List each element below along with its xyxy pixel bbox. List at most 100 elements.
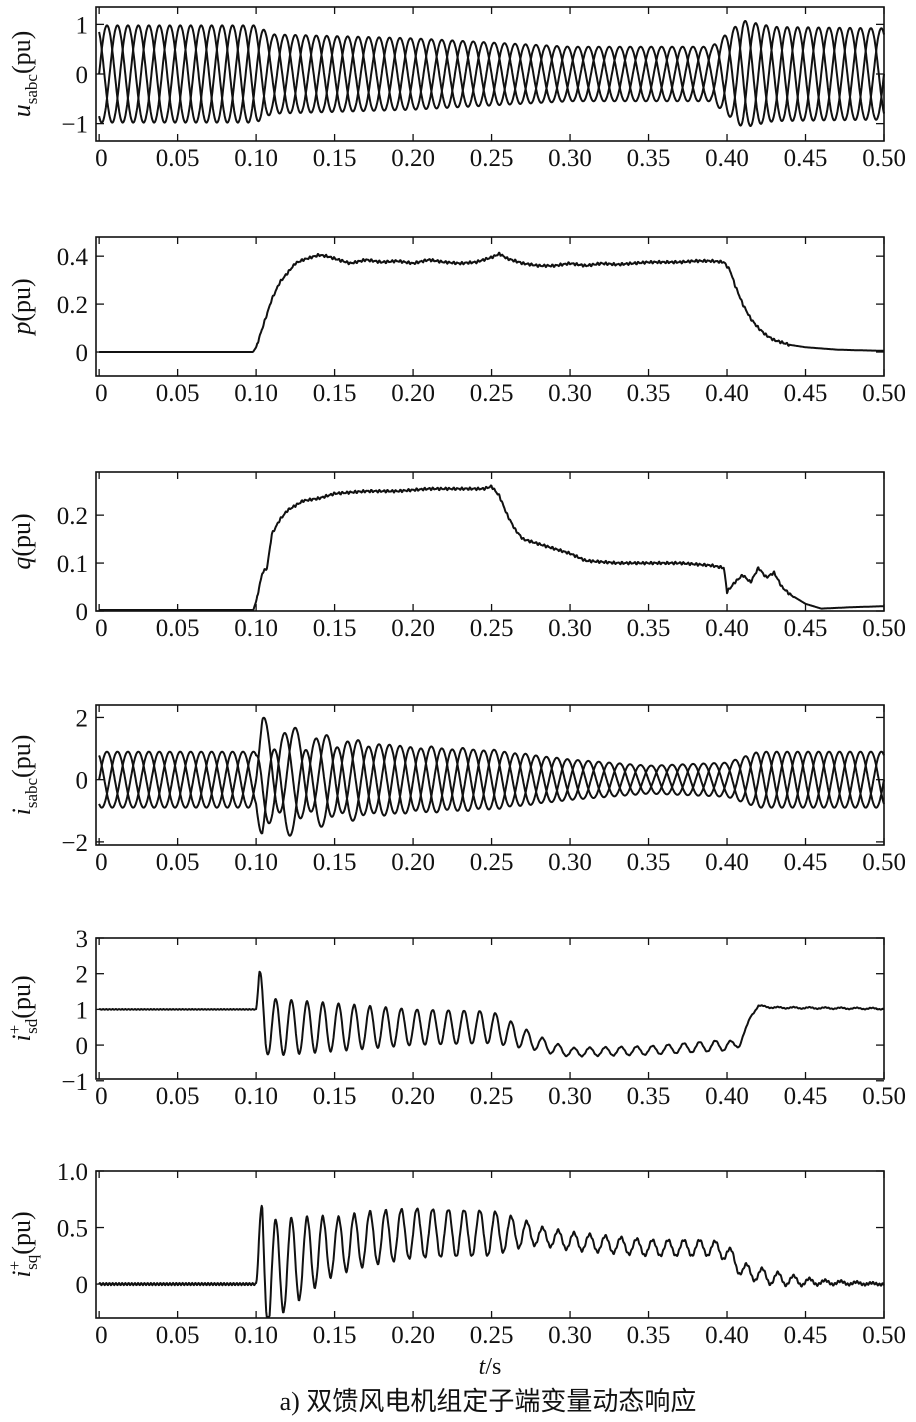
y-axis-label-unit: (pu) xyxy=(7,735,36,778)
y-axis-label: usabc(pu) xyxy=(7,31,41,118)
series-line-1-1 xyxy=(98,251,885,353)
series-line-1-1 xyxy=(98,716,885,815)
plot-frame xyxy=(95,1170,885,1319)
chart-panel-5: 3 2 1 0 −1 0 0.05 0.10 0.15 0.20 0.25 0.30 0.35 0.40 0… xyxy=(5,926,906,1110)
y-axis-label-unit: (pu) xyxy=(7,278,36,321)
y-tick-label: 2 xyxy=(76,705,89,732)
y-axis-label-superscript: + xyxy=(5,1025,24,1035)
x-tick-label: 0.05 xyxy=(156,380,200,407)
y-tick-label: 0 xyxy=(76,768,89,795)
y-tick-label: 1 xyxy=(76,997,89,1024)
x-tick-label: 0.40 xyxy=(705,1322,749,1349)
series-line-1-1 xyxy=(98,1204,885,1318)
x-tick-label: 0.20 xyxy=(391,1322,435,1349)
y-tick-label: 1.0 xyxy=(57,1159,88,1186)
x-tick-label: 0.30 xyxy=(548,1083,592,1110)
x-tick-label: 0.35 xyxy=(627,1322,671,1349)
y-tick-label: 0 xyxy=(76,1033,89,1060)
x-tick-label: 0.05 xyxy=(156,849,200,876)
chart-panel-2: 0.40.200 0.05 0.10 0.15 0.20 0.25 0.30 0.35 0.40… xyxy=(7,236,906,407)
x-tick-label: 0.05 xyxy=(156,145,200,172)
y-axis-label: i+sq(pu) xyxy=(5,1211,41,1277)
y-tick-label: 0.2 xyxy=(57,503,88,530)
x-tick-label: 0.40 xyxy=(705,145,749,172)
x-tick-label: 0.30 xyxy=(548,145,592,172)
y-tick-label: 0 xyxy=(76,599,89,626)
x-tick-label: 0.05 xyxy=(156,1083,200,1110)
series-line-1-2 xyxy=(98,20,885,125)
x-tick-label: 0.35 xyxy=(627,145,671,172)
x-tick-label: 0.40 xyxy=(705,380,749,407)
x-tick-label: 0.45 xyxy=(784,380,828,407)
y-axis-label: p(pu) xyxy=(7,278,36,336)
x-tick-label: 0.35 xyxy=(627,1083,671,1110)
y-tick-label: 0.4 xyxy=(57,244,89,271)
x-tick-label: 0 xyxy=(95,145,108,172)
x-tick-label: 0.10 xyxy=(234,1083,278,1110)
x-tick-label: 0.25 xyxy=(470,849,514,876)
figure-caption: a) 双馈风电机组定子端变量动态响应 xyxy=(280,1387,697,1416)
x-tick-label: 0 xyxy=(95,1083,108,1110)
x-tick-label: 0 xyxy=(95,380,108,407)
x-tick-label: 0.40 xyxy=(705,1083,749,1110)
x-tick-label: 0.50 xyxy=(862,380,906,407)
x-tick-label: 0.30 xyxy=(548,849,592,876)
x-tick-label: 0.05 xyxy=(156,1322,200,1349)
y-axis-label-symbol: q xyxy=(7,557,36,570)
x-tick-label: 0.20 xyxy=(391,615,435,642)
x-tick-label: 0.15 xyxy=(313,849,357,876)
x-tick-label: 0.15 xyxy=(313,380,357,407)
y-axis-label-symbol: i xyxy=(7,1034,36,1041)
x-tick-label: 0.10 xyxy=(234,849,278,876)
x-tick-label: 0.15 xyxy=(313,145,357,172)
y-tick-label: 1 xyxy=(76,12,89,39)
y-tick-label: −2 xyxy=(61,830,88,857)
series-line-1-3 xyxy=(98,732,885,825)
x-tick-label: 0.10 xyxy=(234,380,278,407)
y-axis-label-subscript: sabc xyxy=(22,777,41,808)
x-tick-label: 0.20 xyxy=(391,1083,435,1110)
x-tick-label: 0.45 xyxy=(784,1083,828,1110)
y-axis-label-symbol: i xyxy=(7,808,36,815)
series-line-1-1 xyxy=(98,484,885,611)
x-tick-label: 0.25 xyxy=(470,1083,514,1110)
x-tick-label: 0.45 xyxy=(784,849,828,876)
y-tick-label: 0.5 xyxy=(57,1216,88,1243)
x-tick-label: 0.35 xyxy=(627,849,671,876)
series-line-1-2 xyxy=(98,744,885,837)
x-tick-label: 0.40 xyxy=(705,849,749,876)
x-tick-label: 0.25 xyxy=(470,380,514,407)
x-tick-label: 0.25 xyxy=(470,1322,514,1349)
x-tick-label: 0 xyxy=(95,615,108,642)
x-tick-label: 0.50 xyxy=(862,145,906,172)
chart-panel-6: 1.00.500 0.05 0.10 0.15 0.20 0.25 0.30 0.35 0.40… xyxy=(5,1159,906,1380)
y-axis-label-subscript: sabc xyxy=(22,74,41,105)
y-axis-label-unit: (pu) xyxy=(7,1211,36,1254)
y-tick-label: −1 xyxy=(61,112,88,139)
x-tick-label: 0.05 xyxy=(156,615,200,642)
x-tick-label: 0.50 xyxy=(862,1322,906,1349)
x-tick-label: 0.35 xyxy=(627,380,671,407)
chart-panel-3: 0.20.100 0.05 0.10 0.15 0.20 0.25 0.30 0.35 0.40… xyxy=(7,471,906,642)
y-tick-label: 2 xyxy=(76,962,89,989)
x-tick-label: 0.50 xyxy=(862,1083,906,1110)
x-tick-label: 0.15 xyxy=(313,1083,357,1110)
x-tick-label: 0 xyxy=(95,1322,108,1349)
x-tick-label: 0.20 xyxy=(391,145,435,172)
x-tick-label: 0.10 xyxy=(234,1322,278,1349)
y-axis-label-symbol: u xyxy=(7,104,36,117)
plot-frame xyxy=(95,471,885,612)
x-tick-label: 0.30 xyxy=(548,615,592,642)
series-line-1-1 xyxy=(98,970,885,1058)
y-axis-label-subscript: sd xyxy=(22,1018,41,1034)
y-tick-label: 3 xyxy=(76,926,89,953)
x-tick-label: 0.25 xyxy=(470,145,514,172)
y-axis-label-symbol: i xyxy=(7,1270,36,1277)
x-tick-label: 0.10 xyxy=(234,615,278,642)
x-tick-label: 0.30 xyxy=(548,380,592,407)
x-tick-label: 0.15 xyxy=(313,615,357,642)
y-tick-label: 0 xyxy=(76,1272,89,1299)
y-tick-label: −1 xyxy=(61,1069,88,1096)
x-axis-label-symbol: t xyxy=(479,1354,487,1380)
